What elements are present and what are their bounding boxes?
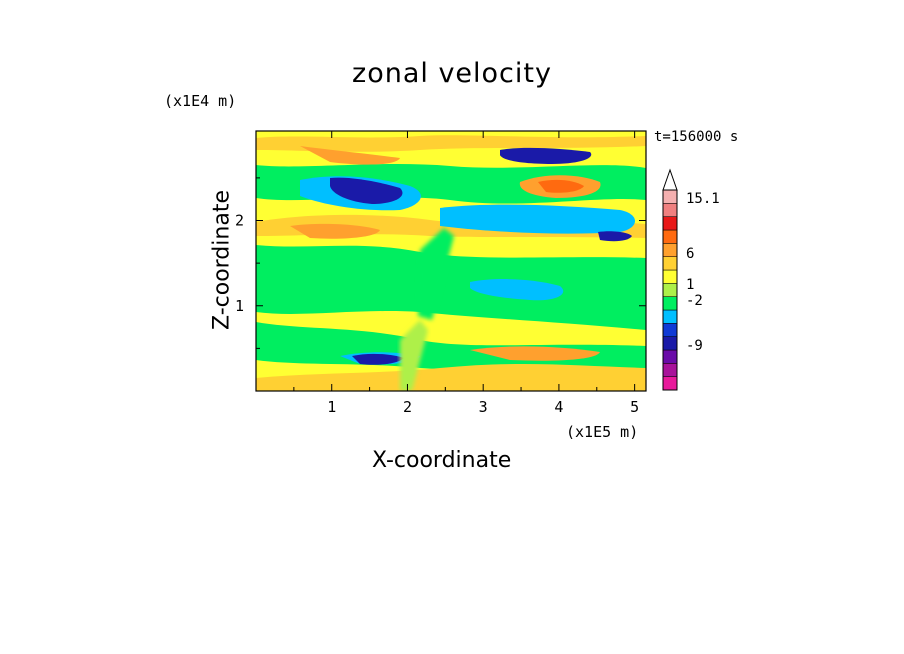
- colorbar-cell: [662, 323, 678, 337]
- colorbar-cell: [662, 216, 678, 231]
- velocity-field: [256, 131, 646, 391]
- contour-band: [352, 353, 404, 365]
- contour-band: [418, 228, 454, 320]
- colorbar-cell: [662, 283, 678, 297]
- colorbar-label: 6: [686, 246, 694, 262]
- colorbar-cell: [662, 349, 678, 364]
- contour-band: [440, 204, 635, 234]
- colorbar-cell: [662, 296, 678, 311]
- x-tick-label: 4: [554, 398, 563, 416]
- colorbar-label: 15.1: [686, 191, 720, 207]
- contour-band: [500, 147, 592, 164]
- colorbar-cell: [662, 189, 678, 204]
- x-tick-label: 1: [327, 398, 336, 416]
- contour-band: [598, 231, 632, 242]
- contour-band: [400, 320, 428, 391]
- colorbar-cell: [662, 243, 678, 257]
- time-label: t=156000 s: [654, 129, 739, 145]
- colorbar-cell: [662, 203, 678, 217]
- axis-ticks: [256, 131, 646, 391]
- colorbar-cell: [662, 376, 678, 391]
- x-axis-label: X-coordinate: [372, 448, 512, 473]
- x-tick-label: 3: [479, 398, 488, 416]
- contour-band: [470, 346, 600, 361]
- colorbar-cell: [662, 309, 678, 324]
- contour-band: [290, 223, 380, 239]
- colorbar-cell: [662, 269, 678, 284]
- contour-band: [330, 177, 403, 204]
- colorbar-cell: [662, 336, 678, 351]
- colorbar-cell: [662, 229, 678, 244]
- x-tick-label: 5: [630, 398, 639, 416]
- x-axis-unit: (x1E5 m): [566, 423, 639, 441]
- plot-frame: [255, 130, 647, 392]
- colorbar-frame: [662, 189, 678, 391]
- colorbar-label: -9: [686, 338, 703, 354]
- contour-band: [300, 146, 400, 165]
- chart-title: zonal velocity: [352, 58, 552, 89]
- colorbar-cell: [662, 256, 678, 271]
- x-tick-label: 2: [403, 398, 412, 416]
- colorbar-label: -2: [686, 293, 703, 309]
- colorbar-label: 1: [686, 277, 694, 293]
- y-tick-label: 1: [235, 297, 244, 315]
- colorbar-cell: [662, 363, 678, 377]
- contour-band: [538, 179, 584, 193]
- colorbar-extend-triangle: [662, 168, 678, 191]
- y-tick-label: 2: [235, 212, 244, 230]
- contour-band: [256, 135, 646, 152]
- axis-tick-labels: 1 2 3 4 5 1 2: [235, 212, 639, 416]
- contour-band: [256, 363, 646, 391]
- contour-band: [470, 279, 564, 301]
- y-axis-unit: (x1E4 m): [164, 92, 237, 110]
- colorbar: 15.1 6 1-2 -9: [662, 168, 720, 391]
- contour-band: [256, 245, 646, 330]
